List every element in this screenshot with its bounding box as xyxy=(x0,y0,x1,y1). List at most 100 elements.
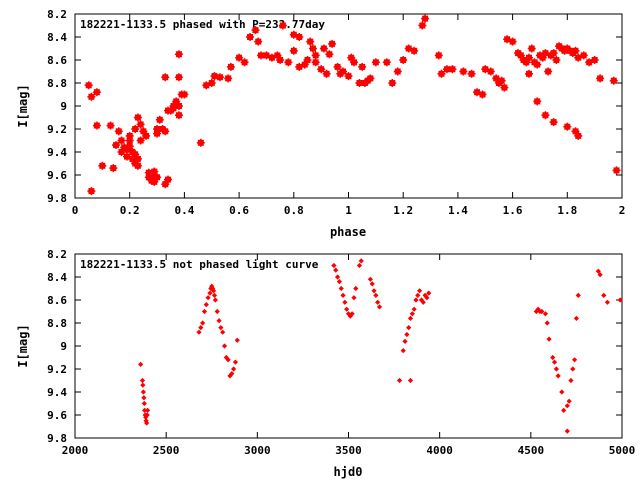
unphased-data-point xyxy=(561,407,567,413)
unphased-data-point xyxy=(205,295,211,301)
unphased-data-point xyxy=(396,377,403,384)
unphased-data-point xyxy=(218,325,224,331)
phased-data-point xyxy=(552,56,561,64)
phased-data-point xyxy=(308,44,317,53)
unphased-data-point xyxy=(367,276,373,282)
phased-xtick-label: 1.2 xyxy=(393,204,413,217)
phased-ytick-label: 9.6 xyxy=(47,169,67,182)
phased-data-point xyxy=(98,161,107,170)
phased-data-point xyxy=(215,73,224,82)
phased-data-point xyxy=(467,69,476,78)
unphased-data-point xyxy=(221,343,228,349)
unphased-data-point xyxy=(546,336,552,342)
unphased-data-point xyxy=(407,377,414,384)
phased-points xyxy=(84,14,621,196)
unphased-data-point xyxy=(373,292,379,298)
unphased-data-point xyxy=(353,285,359,292)
unphased-ytick-label: 9.6 xyxy=(47,409,67,422)
unphased-data-point xyxy=(207,290,213,296)
phased-data-point xyxy=(437,69,446,78)
unphased-data-point xyxy=(211,292,218,298)
unphased-data-point xyxy=(201,308,208,315)
unphased-data-point xyxy=(369,281,375,287)
unphased-data-point xyxy=(571,357,578,363)
unphased-ylabel: I[mag] xyxy=(16,324,30,367)
phased-xtick-label: 1.4 xyxy=(448,204,468,217)
phased-data-point xyxy=(163,175,172,184)
phased-data-point xyxy=(349,58,358,67)
phased-data-point xyxy=(541,111,550,120)
phased-data-point xyxy=(106,121,115,130)
unphased-data-point xyxy=(144,412,150,418)
unphased-data-point xyxy=(334,274,341,280)
phased-data-point xyxy=(133,161,142,170)
phased-data-point xyxy=(114,127,123,136)
unphased-data-point xyxy=(559,389,565,395)
unphased-data-point xyxy=(203,302,209,308)
unphased-xlabel: hjd0 xyxy=(334,465,363,479)
unphased-data-point xyxy=(420,299,426,305)
phased-data-point xyxy=(240,58,249,67)
phased-xtick-label: 1.6 xyxy=(503,204,523,217)
unphased-data-point xyxy=(550,354,556,361)
phased-data-point xyxy=(533,97,542,106)
phased-data-point xyxy=(251,26,260,35)
unphased-data-point xyxy=(535,306,541,312)
phased-title: 182221-1133.5 phased with P=233.77day xyxy=(80,18,325,31)
phased-xtick-label: 0.6 xyxy=(229,204,249,217)
phased-data-point xyxy=(371,58,380,67)
phased-data-point xyxy=(112,141,121,150)
phased-data-point xyxy=(174,102,183,110)
unphased-ytick-label: 8.6 xyxy=(47,294,67,307)
phased-data-point xyxy=(339,67,348,76)
phased-data-point xyxy=(278,21,287,30)
phased-data-point xyxy=(508,37,517,46)
unphased-data-point xyxy=(331,262,337,269)
unphased-data-point xyxy=(349,311,355,317)
phased-xtick-label: 2 xyxy=(619,204,626,217)
phased-data-point xyxy=(254,37,263,46)
phased-data-point xyxy=(366,74,375,83)
unphased-data-point xyxy=(400,348,406,354)
phased-xtick-label: 0.2 xyxy=(120,204,140,217)
unphased-data-point xyxy=(411,306,417,312)
phased-data-point xyxy=(322,69,331,78)
phased-data-point xyxy=(500,83,509,92)
phased-data-point xyxy=(246,33,255,41)
unphased-data-point xyxy=(214,308,220,315)
phased-data-point xyxy=(174,50,183,59)
unphased-data-point xyxy=(544,320,550,326)
phased-data-point xyxy=(328,39,337,48)
phased-data-point xyxy=(393,67,402,76)
unphased-panel: 182221-1133.5 not phased light curve hjd… xyxy=(16,248,635,479)
unphased-ytick-label: 9.8 xyxy=(47,432,67,445)
unphased-data-point xyxy=(351,295,357,301)
phased-data-point xyxy=(410,46,419,55)
phased-data-point xyxy=(161,127,170,136)
phased-data-point xyxy=(235,53,244,62)
unphased-ytick-label: 9.2 xyxy=(47,363,67,376)
phased-data-point xyxy=(497,76,506,85)
unphased-data-point xyxy=(234,337,240,343)
phased-data-point xyxy=(174,73,183,82)
phased-data-point xyxy=(448,65,457,74)
phased-data-point xyxy=(224,74,233,83)
phased-data-point xyxy=(612,166,621,175)
unphased-xtick-label: 4000 xyxy=(426,444,453,457)
unphased-data-point xyxy=(566,398,572,404)
phased-data-point xyxy=(571,46,580,55)
unphased-data-point xyxy=(144,420,150,426)
phased-ytick-label: 9 xyxy=(60,100,67,113)
unphased-data-point xyxy=(601,292,607,298)
phased-xtick-label: 0.8 xyxy=(284,204,304,217)
phased-data-point xyxy=(525,53,534,62)
unphased-xtick-label: 4500 xyxy=(518,444,545,457)
unphased-data-point xyxy=(568,377,574,384)
unphased-data-point xyxy=(542,311,549,317)
unphased-data-point xyxy=(356,262,363,269)
unphased-data-point xyxy=(564,428,570,434)
phased-data-point xyxy=(563,122,572,131)
phased-data-point xyxy=(596,74,605,83)
unphased-data-point xyxy=(426,290,432,296)
